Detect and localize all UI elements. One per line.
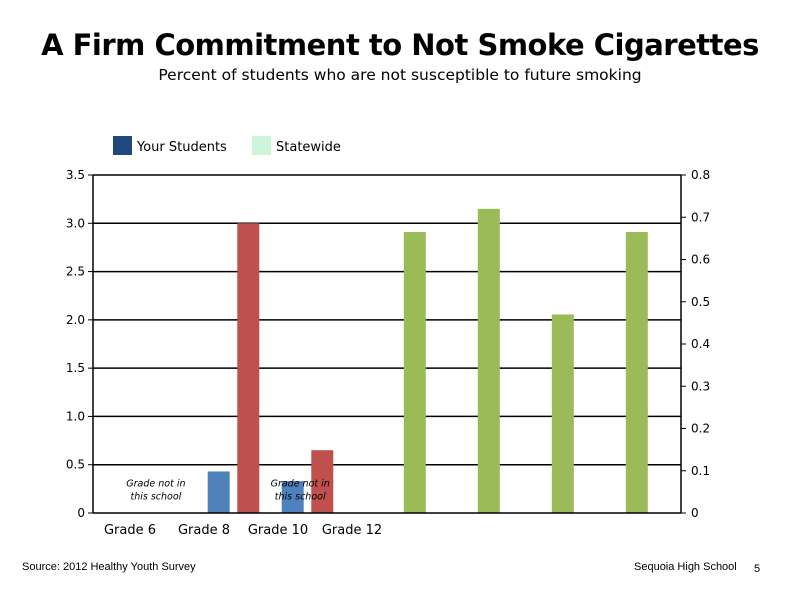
- legend-swatch: [252, 136, 271, 155]
- left-axis-tick-label: 1.5: [66, 361, 85, 375]
- right-axis-tick-label: 0.1: [691, 464, 710, 478]
- annotation-line1: Grade not in: [271, 478, 330, 489]
- left-axis-tick-label: 1.0: [66, 409, 85, 423]
- bar-red: [237, 223, 260, 514]
- right-axis-tick-label: 0.8: [691, 168, 710, 182]
- right-axis-tick-label: 0.7: [691, 210, 710, 224]
- left-axis-tick-label: 0.5: [66, 458, 85, 472]
- legend-label: Statewide: [276, 140, 341, 155]
- right-axis-tick-label: 0.2: [691, 422, 710, 436]
- legend: Your Students Statewide: [113, 136, 341, 155]
- left-axis-tick-label: 0: [77, 506, 85, 520]
- legend-swatch: [113, 136, 132, 155]
- right-axis-tick-label: 0.4: [691, 337, 710, 351]
- x-axis-category-label: Grade 6: [104, 523, 156, 538]
- chart-title: A Firm Commitment to Not Smoke Cigarette…: [41, 28, 759, 62]
- gridlines: [93, 174, 681, 466]
- axes: [88, 174, 686, 514]
- bar-red: [311, 450, 334, 513]
- right-axis-tick-label: 0.6: [691, 253, 710, 267]
- annotation-line2: this school: [130, 491, 181, 502]
- right-axis-tick-label: 0.5: [691, 295, 710, 309]
- legend-label: Your Students: [136, 140, 227, 155]
- bar-blue: [207, 471, 230, 513]
- bar-green: [477, 208, 500, 514]
- x-axis-category-label: Grade 10: [248, 523, 308, 538]
- page-number: 5: [754, 563, 761, 575]
- bar-green: [625, 232, 648, 513]
- left-axis-tick-label: 2.0: [66, 313, 85, 327]
- right-axis-tick-label: 0.3: [691, 379, 710, 393]
- chart-subtitle: Percent of students who are not suscepti…: [158, 66, 642, 84]
- x-axis-category-label: Grade 8: [178, 523, 230, 538]
- left-axis-tick-label: 2.5: [66, 265, 85, 279]
- annotation-line2: this school: [275, 491, 326, 502]
- bar-green: [403, 232, 426, 513]
- annotation-line1: Grade not in: [126, 478, 185, 489]
- bar-green: [551, 314, 574, 513]
- left-axis-tick-label: 3.5: [66, 168, 85, 182]
- school-name: Sequoia High School: [634, 561, 737, 573]
- x-axis-category-label: Grade 12: [322, 523, 382, 538]
- source-note: Source: 2012 Healthy Youth Survey: [22, 561, 196, 573]
- labels: 0 0.5 1.0 1.5 2.0 2.5 3.0 3.5 0 0.1 0.2 0.3 0.4 0.5 0.…: [66, 168, 710, 538]
- right-axis-tick-label: 0: [691, 506, 699, 520]
- bar-blue: [281, 481, 304, 513]
- left-axis-tick-label: 3.0: [66, 216, 85, 230]
- bars: [207, 208, 648, 514]
